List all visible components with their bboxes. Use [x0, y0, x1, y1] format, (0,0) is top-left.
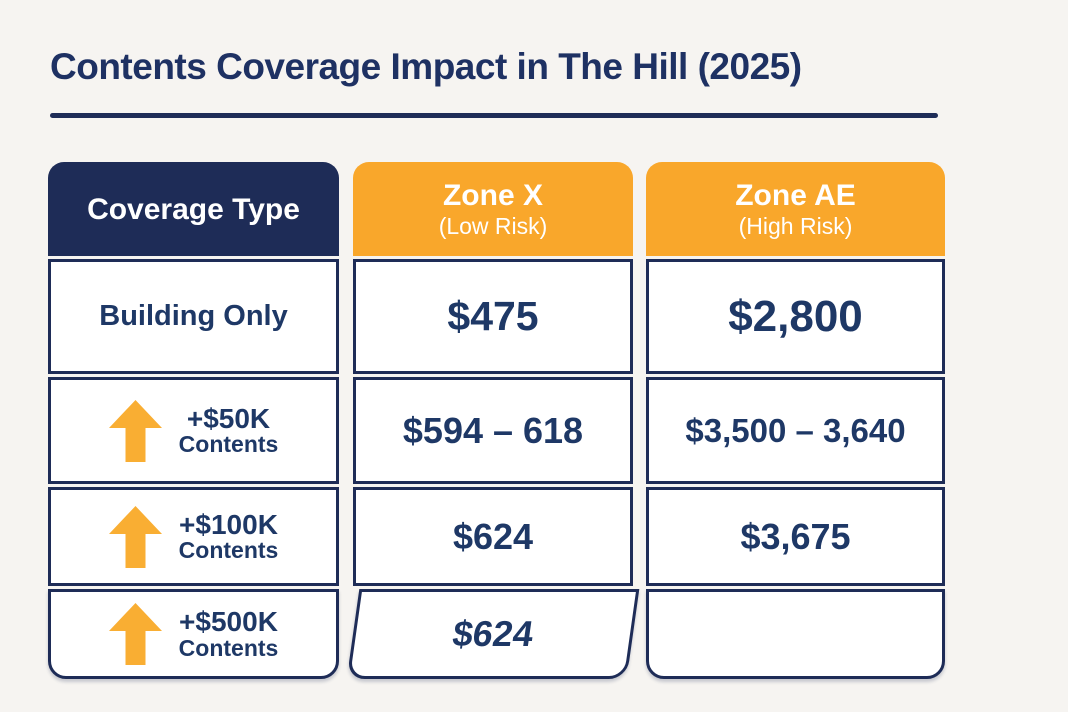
row-label-text: +$100K Contents: [178, 508, 279, 564]
amount-label: +$50K: [186, 402, 271, 434]
coverage-table: Coverage Type Building Only +$50K Conten…: [48, 162, 945, 679]
page-title: Contents Coverage Impact in The Hill (20…: [50, 46, 802, 87]
amount-label: +$100K: [179, 508, 278, 540]
column-zone-ae: Zone AE (High Risk) $2,800 $3,500 – 3,64…: [646, 162, 945, 679]
up-arrow-icon: [108, 603, 162, 665]
row-label-text: +$50K Contents: [178, 402, 279, 458]
row-label-building-only: Building Only: [48, 259, 339, 374]
zone-ae-building-only-value: $2,800: [646, 259, 945, 374]
header-zone-x: Zone X (Low Risk): [353, 162, 633, 256]
up-arrow-icon: [108, 505, 162, 568]
building-only-label: Building Only: [99, 300, 288, 332]
row-label-text: +$500K Contents: [178, 606, 279, 661]
zone-ae-500k-value: [646, 589, 945, 679]
row-label-500k-contents: +$500K Contents: [48, 589, 339, 679]
up-arrow-icon: [108, 399, 162, 462]
header-zone-ae-title: Zone AE: [735, 178, 856, 212]
header-zone-x-title: Zone X: [442, 178, 543, 212]
header-zone-ae: Zone AE (High Risk): [646, 162, 945, 256]
zone-x-building-only-value: $475: [353, 259, 633, 374]
zone-ae-50k-value: $3,500 – 3,640: [646, 377, 945, 484]
header-zone-x-subtitle: (Low Risk): [438, 212, 548, 239]
amount-label: +$500K: [179, 606, 278, 637]
title-underline: [50, 113, 938, 118]
row-label-100k-contents: +$100K Contents: [48, 487, 339, 586]
zone-x-50k-value: $594 – 618: [353, 377, 633, 484]
zone-x-100k-value: $624: [353, 487, 633, 586]
contents-label: Contents: [178, 537, 279, 564]
header-zone-ae-subtitle: (High Risk): [738, 212, 853, 239]
row-label-50k-contents: +$50K Contents: [48, 377, 339, 484]
contents-label: Contents: [178, 634, 279, 661]
contents-label: Contents: [178, 431, 279, 458]
header-coverage-type-label: Coverage Type: [87, 192, 300, 226]
zone-x-500k-value: $624: [346, 589, 640, 679]
column-zone-x: Zone X (Low Risk) $475 $594 – 618 $624 $…: [346, 162, 640, 679]
header-coverage-type: Coverage Type: [48, 162, 339, 256]
zone-ae-100k-value: $3,675: [646, 487, 945, 586]
column-coverage-type: Coverage Type Building Only +$50K Conten…: [48, 162, 339, 679]
